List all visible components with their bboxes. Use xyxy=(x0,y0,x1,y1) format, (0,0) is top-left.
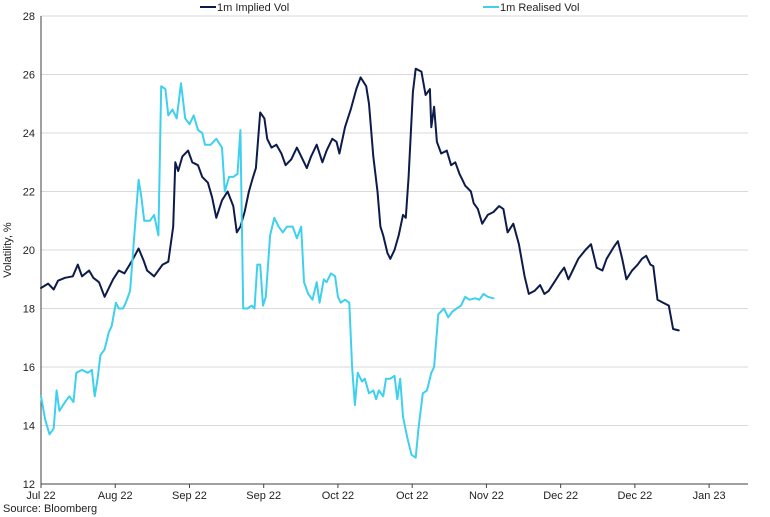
y-tick-label: 14 xyxy=(23,421,35,433)
legend-label: 1m Realised Vol xyxy=(500,2,580,14)
x-tick-label: Sep 22 xyxy=(172,490,207,502)
legend: 1m Implied Vol 1m Realised Vol xyxy=(200,2,580,14)
x-axis-tick-labels: Jul 22 Aug 22 Sep 22 Sep 22 Oct 22 Oct 22 Nov … xyxy=(26,484,726,502)
x-tick-label: Aug 22 xyxy=(98,490,133,502)
y-tick-label: 22 xyxy=(23,187,35,199)
series-line-1m-implied-vol xyxy=(40,67,680,332)
legend-label: 1m Implied Vol xyxy=(217,2,289,14)
x-tick-label: Dec 22 xyxy=(617,490,652,502)
y-tick-label: 20 xyxy=(23,245,35,257)
y-tick-label: 24 xyxy=(23,128,35,140)
y-tick-label: 26 xyxy=(23,70,35,82)
y-tick-label: 28 xyxy=(23,11,35,23)
x-tick-label: Sep 22 xyxy=(246,490,281,502)
series-line-1m-realised-vol xyxy=(40,82,495,459)
x-tick-label: Oct 22 xyxy=(396,490,428,502)
x-tick-label: Nov 22 xyxy=(469,490,504,502)
y-tick-label: 12 xyxy=(23,479,35,491)
y-axis-tick-labels: 12 14 16 18 20 22 24 26 28 xyxy=(23,11,35,491)
x-tick-label: Dec 22 xyxy=(543,490,578,502)
x-tick-label: Oct 22 xyxy=(322,490,354,502)
y-tick-label: 18 xyxy=(23,304,35,316)
series-lines xyxy=(40,67,680,459)
x-tick-label: Jan 23 xyxy=(693,490,726,502)
x-tick-label: Jul 22 xyxy=(26,490,55,502)
source-note: Source: Bloomberg xyxy=(3,503,97,515)
y-axis-title: Volatility, % xyxy=(2,222,14,278)
y-tick-label: 16 xyxy=(23,362,35,374)
